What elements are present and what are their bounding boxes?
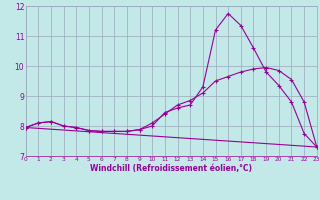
X-axis label: Windchill (Refroidissement éolien,°C): Windchill (Refroidissement éolien,°C): [90, 164, 252, 173]
